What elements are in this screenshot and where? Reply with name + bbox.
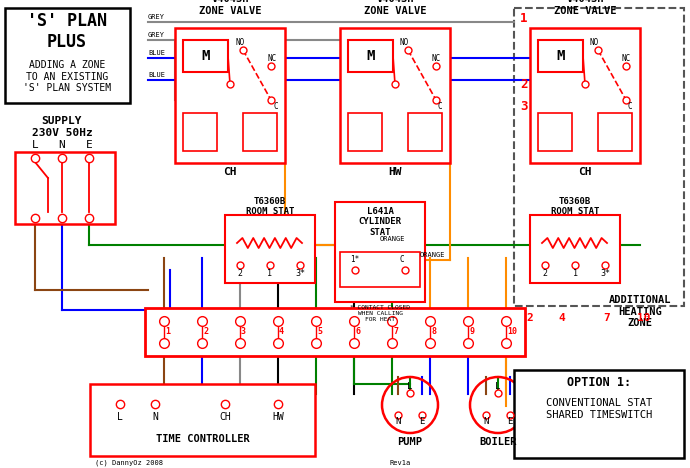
Text: 4: 4 — [279, 328, 284, 336]
Text: M: M — [366, 49, 375, 63]
Text: ADDITIONAL
HEATING
ZONE: ADDITIONAL HEATING ZONE — [609, 295, 671, 328]
Text: Rev1a: Rev1a — [390, 460, 411, 466]
Bar — [348, 113, 382, 151]
Text: 3: 3 — [241, 328, 246, 336]
Text: V4043H
ZONE VALVE: V4043H ZONE VALVE — [364, 0, 426, 16]
Text: ORANGE: ORANGE — [420, 252, 446, 258]
Bar — [340, 252, 420, 287]
Text: NO: NO — [235, 38, 244, 47]
Text: (c) DannyOz 2008: (c) DannyOz 2008 — [95, 460, 163, 467]
Text: L: L — [117, 412, 123, 422]
Text: L641A
CYLINDER
STAT: L641A CYLINDER STAT — [359, 207, 402, 237]
Text: 2: 2 — [542, 269, 547, 278]
Bar — [183, 40, 228, 72]
Text: 3*: 3* — [600, 269, 610, 278]
Text: C: C — [628, 102, 633, 111]
Text: 2: 2 — [237, 269, 242, 278]
Bar — [538, 113, 572, 151]
Bar — [225, 215, 315, 283]
Bar — [530, 215, 620, 283]
Bar — [530, 28, 640, 163]
Bar — [183, 113, 217, 151]
Text: NC: NC — [432, 54, 441, 63]
Text: SUPPLY
230V 50Hz: SUPPLY 230V 50Hz — [32, 116, 92, 138]
Text: 7: 7 — [393, 328, 398, 336]
Text: N: N — [59, 140, 66, 150]
Text: TIME CONTROLLER: TIME CONTROLLER — [156, 434, 249, 444]
Text: 10: 10 — [507, 328, 517, 336]
Text: V4043H
ZONE VALVE: V4043H ZONE VALVE — [199, 0, 262, 16]
Bar — [348, 40, 393, 72]
Text: 3*: 3* — [295, 269, 305, 278]
Text: E: E — [86, 140, 92, 150]
Text: C: C — [438, 102, 442, 111]
Bar — [145, 308, 525, 356]
Text: GREY: GREY — [148, 14, 165, 20]
Text: HW: HW — [388, 167, 402, 177]
Text: E: E — [420, 417, 424, 426]
Text: N: N — [395, 417, 401, 426]
Text: NO: NO — [400, 38, 409, 47]
Text: N: N — [483, 417, 489, 426]
Text: 2: 2 — [203, 328, 208, 336]
Text: 8: 8 — [431, 328, 436, 336]
Text: 1: 1 — [520, 12, 527, 25]
Text: E: E — [507, 417, 513, 426]
Text: 9: 9 — [469, 328, 474, 336]
Text: 2: 2 — [520, 78, 527, 91]
Text: 3: 3 — [520, 100, 527, 113]
Bar — [90, 384, 315, 456]
Bar — [514, 8, 684, 306]
Text: V4043H
ZONE VALVE: V4043H ZONE VALVE — [554, 0, 616, 16]
Text: T6360B
ROOM STAT: T6360B ROOM STAT — [246, 197, 294, 216]
Text: ORANGE: ORANGE — [380, 236, 406, 242]
Text: BLUE: BLUE — [148, 72, 165, 78]
Text: HW: HW — [272, 412, 284, 422]
Text: ADDING A ZONE
TO AN EXISTING
'S' PLAN SYSTEM: ADDING A ZONE TO AN EXISTING 'S' PLAN SY… — [23, 60, 111, 93]
Bar — [175, 28, 285, 163]
Text: T6360B
ROOM STAT: T6360B ROOM STAT — [551, 197, 599, 216]
Text: CONVENTIONAL STAT
SHARED TIMESWITCH: CONVENTIONAL STAT SHARED TIMESWITCH — [546, 398, 652, 420]
Text: M: M — [556, 49, 564, 63]
Text: 'S' PLAN
PLUS: 'S' PLAN PLUS — [27, 12, 107, 51]
Text: 1: 1 — [268, 269, 273, 278]
Text: N: N — [152, 412, 158, 422]
Text: 4: 4 — [559, 313, 565, 323]
Text: M: M — [201, 49, 210, 63]
Bar — [335, 202, 425, 302]
Text: 1*: 1* — [350, 255, 359, 264]
Bar — [408, 113, 442, 151]
Text: * CONTACT CLOSED
WHEN CALLING
FOR HEAT: * CONTACT CLOSED WHEN CALLING FOR HEAT — [350, 305, 410, 322]
Text: 5: 5 — [317, 328, 322, 336]
Text: C: C — [400, 255, 404, 264]
Bar — [514, 370, 684, 458]
Text: L: L — [32, 140, 39, 150]
Text: NC: NC — [622, 54, 631, 63]
Text: PUMP: PUMP — [397, 437, 422, 447]
Bar — [538, 40, 583, 72]
Bar — [598, 113, 632, 151]
Text: CH: CH — [578, 167, 592, 177]
Text: OPTION 1:: OPTION 1: — [567, 376, 631, 389]
Bar — [5, 8, 130, 103]
Text: L: L — [495, 382, 501, 391]
Text: GREY: GREY — [148, 32, 165, 38]
Text: 1: 1 — [165, 328, 170, 336]
Bar — [340, 28, 450, 163]
Text: BOILER: BOILER — [480, 437, 517, 447]
Bar — [15, 152, 115, 224]
Text: 1: 1 — [573, 269, 578, 278]
Text: NC: NC — [267, 54, 276, 63]
Text: 6: 6 — [355, 328, 360, 336]
Text: 2: 2 — [526, 313, 533, 323]
Text: BLUE: BLUE — [148, 50, 165, 56]
Text: NO: NO — [590, 38, 599, 47]
Text: 7: 7 — [604, 313, 611, 323]
Text: 10: 10 — [638, 313, 651, 323]
Text: C: C — [273, 102, 277, 111]
Text: CH: CH — [219, 412, 231, 422]
Text: L: L — [407, 382, 413, 391]
Text: CH: CH — [224, 167, 237, 177]
Bar — [243, 113, 277, 151]
